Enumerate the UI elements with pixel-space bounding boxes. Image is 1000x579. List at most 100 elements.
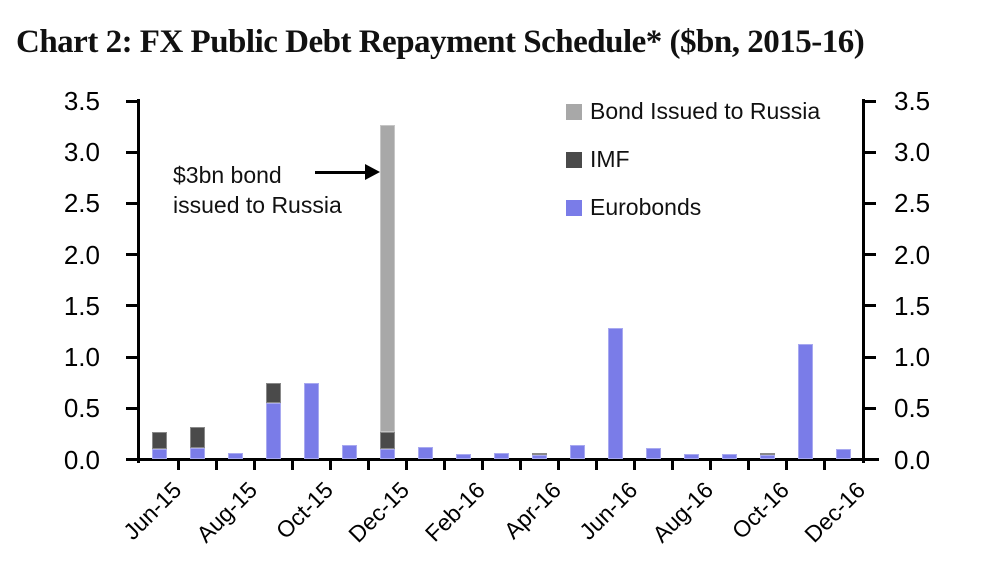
y-axis-right-label: 1.5 (894, 290, 931, 321)
bar-segment-imf-jun-15 (151, 431, 167, 450)
y-axis-left-label: 1.0 (63, 342, 100, 373)
bar-segment-eurobonds-jul-15 (189, 448, 205, 460)
bar-segment-eurobonds-oct-16 (759, 455, 775, 460)
x-axis-tick (784, 459, 788, 470)
bar-segment-eurobonds-sep-15 (265, 403, 281, 460)
bar-segment-eurobonds-jun-16 (607, 328, 623, 460)
y-axis-left-tick (126, 150, 137, 154)
x-axis-label-jun-15: Jun-15 (117, 476, 186, 545)
x-axis-label-apr-16: Apr-16 (498, 476, 566, 544)
x-axis-tick (252, 459, 256, 470)
annotation-arrow-shaft (315, 171, 367, 174)
bar-segment-eurobonds-sep-16 (721, 454, 737, 460)
y-axis-right-tick (865, 458, 876, 461)
bar-segment-eurobonds-dec-16 (835, 449, 851, 460)
y-axis-right-label: 2.0 (894, 239, 931, 270)
x-axis-tick (822, 459, 826, 470)
bar-segment-imf-apr-16 (531, 453, 547, 456)
legend-item-imf: IMF (566, 146, 630, 173)
x-axis-tick (214, 459, 218, 470)
x-axis-label-oct-16: Oct-16 (726, 476, 794, 544)
x-axis-label-dec-15: Dec-15 (343, 476, 414, 548)
y-axis-right-tick (865, 201, 876, 205)
y-axis-right-tick (865, 99, 876, 103)
y-axis-right-label: 2.5 (894, 188, 931, 219)
y-axis-right-label: 1.0 (894, 342, 931, 373)
y-axis-left-label: 1.5 (63, 290, 100, 321)
y-axis-left-label: 2.0 (63, 239, 100, 270)
y-axis-right-tick (865, 304, 876, 308)
y-axis-left-label: 3.0 (63, 137, 100, 168)
bar-segment-eurobonds-dec-15 (379, 449, 395, 460)
x-axis-tick (746, 459, 750, 470)
x-axis-tick (366, 459, 370, 470)
y-axis-left-tick (126, 253, 137, 257)
bar-segment-eurobonds-aug-16 (683, 454, 699, 460)
y-axis-left-tick (126, 304, 137, 308)
bar-segment-imf-dec-15 (379, 431, 395, 450)
legend-item-bond-russia: Bond Issued to Russia (566, 98, 820, 125)
x-axis-label-oct-15: Oct-15 (270, 476, 338, 544)
bar-segment-eurobonds-aug-15 (227, 453, 243, 460)
y-axis-right-label: 0.5 (894, 393, 931, 424)
legend-swatch-bond-russia-icon (566, 103, 582, 120)
y-axis-right-label: 3.0 (894, 137, 931, 168)
x-axis-tick (708, 459, 712, 470)
x-axis-tick (518, 459, 522, 470)
y-axis-right-tick (865, 406, 876, 410)
x-axis-tick (632, 459, 636, 470)
x-axis-line (126, 458, 879, 461)
y-axis-left-tick (126, 99, 137, 103)
bar-segment-imf-sep-15 (265, 382, 281, 404)
legend-swatch-imf-icon (566, 151, 582, 168)
bar-segment-eurobonds-nov-15 (341, 445, 357, 460)
bar-segment-imf-oct-16 (759, 453, 775, 456)
y-axis-left-tick (126, 458, 137, 461)
bar-segment-eurobonds-jul-16 (645, 448, 661, 460)
x-axis-label-aug-16: Aug-16 (647, 476, 718, 548)
y-axis-right-tick (865, 150, 876, 154)
bar-segment-imf-jul-15 (189, 426, 205, 449)
y-axis-left-tick (126, 355, 137, 359)
x-axis-label-dec-16: Dec-16 (799, 476, 870, 548)
bar-segment-eurobonds-apr-16 (531, 455, 547, 460)
y-axis-right-tick (865, 253, 876, 257)
x-axis-tick (290, 459, 294, 470)
x-axis-tick (442, 459, 446, 470)
annotation-arrow-head-icon (365, 164, 380, 180)
bar-segment-eurobonds-jun-15 (151, 449, 167, 460)
legend-label-bond-russia: Bond Issued to Russia (590, 98, 821, 124)
annotation-line2: issued to Russia (173, 192, 342, 218)
bar-segment-eurobonds-nov-16 (797, 343, 813, 460)
y-axis-right-line (862, 99, 865, 463)
y-axis-left-label: 2.5 (63, 188, 100, 219)
x-axis-label-jun-16: Jun-16 (573, 476, 642, 545)
annotation-text: $3bn bond issued to Russia (173, 160, 342, 220)
y-axis-left-label: 3.5 (63, 86, 100, 116)
bar-segment-eurobonds-feb-16 (455, 454, 471, 460)
bar-segment-bond-issued-to-russia-dec-15 (379, 124, 395, 432)
x-axis-label-feb-16: Feb-16 (420, 476, 490, 547)
bar-segment-eurobonds-may-16 (569, 445, 585, 460)
bar-segment-eurobonds-mar-16 (493, 453, 509, 460)
x-axis-tick (480, 459, 484, 470)
x-axis-tick (176, 459, 180, 470)
y-axis-right-label: 3.5 (894, 86, 931, 116)
bar-segment-eurobonds-oct-15 (303, 382, 319, 460)
x-axis-label-aug-15: Aug-15 (191, 476, 262, 548)
legend-label-eurobonds: Eurobonds (590, 194, 702, 220)
x-axis-tick (328, 459, 332, 470)
y-axis-left-tick (126, 201, 137, 205)
x-axis-tick (594, 459, 598, 470)
legend-label-imf: IMF (590, 146, 630, 172)
y-axis-left-tick (126, 406, 137, 410)
legend-item-eurobonds: Eurobonds (566, 194, 701, 221)
legend-swatch-eurobonds-icon (566, 199, 582, 216)
y-axis-left-line (137, 99, 140, 463)
annotation-line1: $3bn bond (173, 162, 282, 188)
y-axis-left-label: 0.0 (63, 444, 100, 475)
chart-title: Chart 2: FX Public Debt Repayment Schedu… (16, 24, 865, 60)
y-axis-right-tick (865, 355, 876, 359)
y-axis-left-label: 0.5 (63, 393, 100, 424)
